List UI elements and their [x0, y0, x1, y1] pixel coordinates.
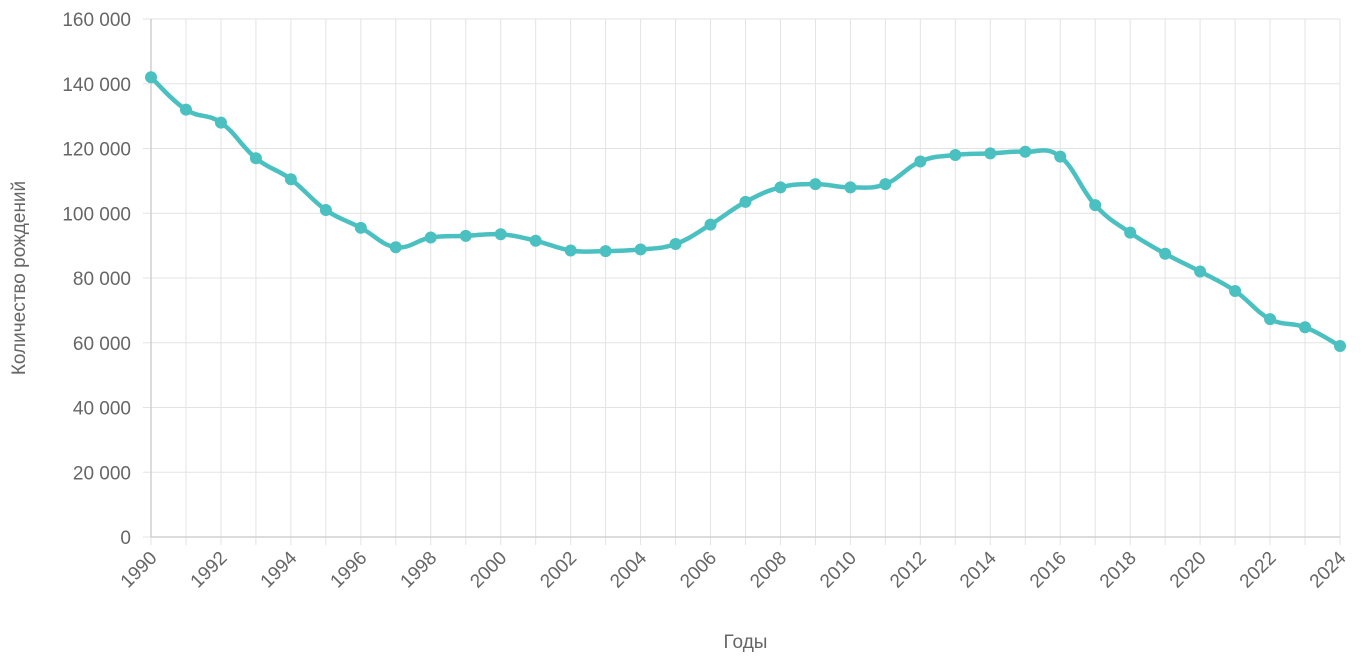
x-tick-label: 2012 [886, 548, 931, 593]
x-tick-label: 2000 [466, 548, 511, 593]
y-grid [143, 18, 1340, 538]
x-axis-title: Годы [724, 632, 768, 653]
y-axis-tick-labels: 0 20 000 40 000 60 000 80 000 100 000 120 000 1… [62, 10, 131, 549]
data-point[interactable] [1229, 284, 1242, 297]
data-point[interactable] [669, 238, 682, 251]
x-tick-label: 1992 [187, 548, 232, 593]
x-tick-label: 2014 [956, 547, 1001, 592]
x-tick-label: 2024 [1306, 547, 1351, 592]
data-point[interactable] [1299, 321, 1312, 334]
data-point[interactable] [284, 173, 297, 186]
y-tick-label: 140 000 [62, 75, 131, 96]
data-point[interactable] [599, 245, 612, 258]
data-point[interactable] [564, 244, 577, 257]
series-layer [145, 71, 1346, 352]
data-point[interactable] [494, 228, 507, 241]
y-tick-label: 160 000 [62, 10, 131, 31]
x-tick-label: 2002 [536, 548, 581, 593]
x-tick-label: 2022 [1236, 548, 1281, 593]
data-point[interactable] [1264, 313, 1277, 326]
data-point[interactable] [145, 71, 157, 84]
data-point[interactable] [319, 204, 332, 217]
data-point[interactable] [1159, 247, 1172, 260]
data-point[interactable] [879, 178, 892, 191]
x-tick-label: 2018 [1096, 548, 1141, 593]
y-tick-label: 60 000 [73, 334, 131, 355]
data-point[interactable] [949, 148, 962, 161]
y-axis-title: Количество рождений [9, 181, 30, 375]
data-point[interactable] [1124, 226, 1137, 239]
x-tick-label: 2020 [1166, 548, 1211, 593]
x-tick-label: 1996 [327, 548, 372, 593]
y-tick-label: 120 000 [62, 140, 131, 161]
y-tick-label: 0 [120, 528, 131, 549]
data-point[interactable] [249, 152, 262, 165]
data-point[interactable] [704, 218, 717, 231]
data-point[interactable] [1089, 199, 1102, 212]
data-point[interactable] [844, 181, 857, 194]
x-tick-label: 2004 [606, 547, 651, 592]
x-tick-label: 2016 [1026, 548, 1071, 593]
x-tick-label: 2008 [746, 548, 791, 593]
data-point[interactable] [459, 229, 472, 242]
x-tick-label: 1998 [397, 548, 442, 593]
data-point[interactable] [1194, 265, 1207, 278]
data-point[interactable] [739, 195, 752, 208]
data-point[interactable] [1334, 339, 1346, 352]
x-grid [150, 19, 1341, 545]
data-point[interactable] [634, 243, 647, 256]
data-point[interactable] [529, 234, 542, 247]
x-tick-label: 1994 [257, 547, 302, 592]
data-point[interactable] [984, 147, 997, 160]
y-tick-label: 80 000 [73, 269, 131, 290]
x-axis-tick-labels: 1990 1992 1994 1996 1998 2000 2002 2004 2006 2008… [117, 547, 1351, 592]
y-tick-label: 40 000 [73, 399, 131, 420]
data-point[interactable] [424, 231, 437, 244]
data-point[interactable] [914, 155, 927, 168]
x-tick-label: 2006 [676, 548, 721, 593]
x-tick-label: 2010 [816, 548, 861, 593]
data-point[interactable] [354, 221, 367, 234]
data-point[interactable] [179, 103, 192, 116]
data-point[interactable] [214, 116, 227, 129]
data-point[interactable] [389, 241, 402, 254]
axes [150, 19, 1340, 538]
data-point[interactable] [809, 178, 822, 191]
data-point[interactable] [774, 181, 787, 194]
data-point[interactable] [1054, 150, 1067, 163]
y-tick-label: 20 000 [73, 463, 131, 484]
x-tick-label: 1990 [117, 548, 162, 593]
data-point[interactable] [1019, 145, 1032, 158]
y-tick-label: 100 000 [62, 204, 131, 225]
